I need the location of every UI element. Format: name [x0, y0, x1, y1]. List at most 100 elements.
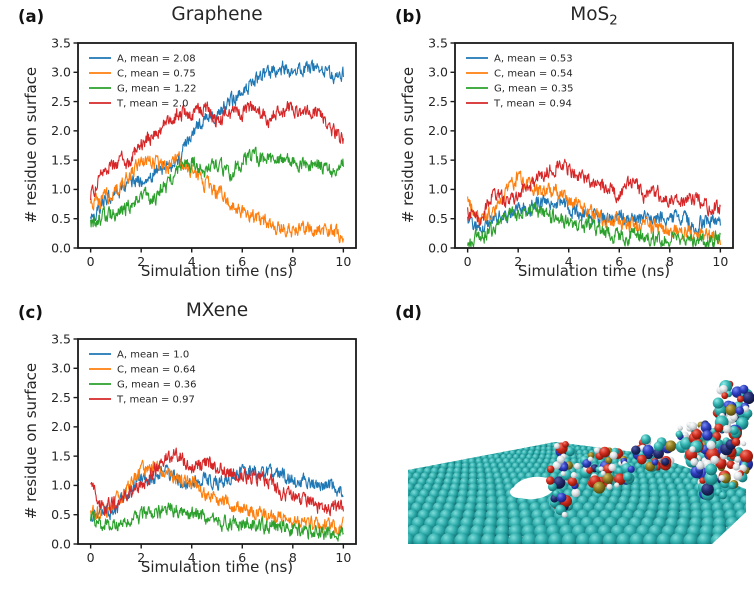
series-line [90, 447, 344, 517]
y-tick-label: 0.0 [428, 240, 448, 255]
y-tick-label: 0.5 [51, 507, 71, 522]
x-axis-label-a: Simulation time (ns) [140, 262, 294, 280]
chart-title-text-a: Graphene [171, 4, 263, 25]
y-ticks: 0.0 0.5 1.0 1.5 2.0 2.5 3.0 3.5 [428, 35, 455, 255]
series-line [467, 194, 721, 237]
y-tick-label: 1.5 [51, 448, 71, 463]
y-tick-label: 1.5 [51, 152, 71, 167]
y-tick-label: 0.5 [51, 211, 71, 226]
legend-label: G, mean = 0.35 [494, 83, 573, 94]
x-tick-label: 2 [137, 254, 145, 269]
y-tick-label: 3.5 [51, 331, 71, 346]
y-tick-label: 3.0 [51, 65, 71, 80]
x-axis-label-b: Simulation time (ns) [517, 262, 671, 280]
dna-molecule [546, 380, 754, 518]
y-tick-label: 0.0 [51, 240, 71, 255]
x-tick-label: 4 [188, 254, 196, 269]
x-tick-label: 10 [335, 254, 351, 269]
series-line [90, 146, 344, 228]
panel-b: 0 2 4 6 8 10 0.0 0.5 1.0 1.5 2.0 2.5 3.0 3.5 A, mean =… [377, 0, 754, 296]
chart-title-text-c: MXene [185, 300, 249, 321]
legend-label: T, mean = 2.0 [116, 98, 188, 109]
y-axis-label-a: # residue on surface [22, 66, 40, 224]
chart-title-a: Graphene [78, 4, 356, 29]
x-tick-label: 8 [666, 254, 674, 269]
y-axis-label-c: # residue on surface [22, 362, 40, 520]
chart-title-sub-b: 2 [609, 13, 618, 29]
y-tick-label: 1.0 [51, 478, 71, 493]
legend-label: T, mean = 0.97 [116, 394, 195, 405]
y-tick-label: 2.5 [51, 94, 71, 109]
series-line [467, 201, 721, 248]
series-line [90, 502, 344, 542]
legend-label: G, mean = 1.22 [117, 83, 196, 94]
y-tick-label: 1.0 [51, 182, 71, 197]
legend: A, mean = 1.0 C, mean = 0.64 G, mean = 0.3… [89, 349, 196, 405]
x-tick-label: 0 [87, 254, 95, 269]
axes-box [77, 338, 357, 545]
x-tick-label: 2 [137, 550, 145, 565]
chart-canvas-b: 0 2 4 6 8 10 0.0 0.5 1.0 1.5 2.0 2.5 3.0 3.5 A, mean =… [428, 35, 734, 269]
panel-label-a: (a) [18, 7, 45, 26]
legend-label: C, mean = 0.54 [494, 68, 573, 79]
series-group [90, 59, 344, 244]
y-axis-label-b: # residue on surface [399, 66, 417, 224]
legend: A, mean = 2.08 C, mean = 0.75 G, mean = 1.… [89, 53, 196, 109]
legend-label: A, mean = 0.53 [494, 53, 573, 64]
x-tick-label: 6 [238, 254, 246, 269]
x-tick-label: 4 [565, 254, 573, 269]
y-tick-label: 3.0 [428, 65, 448, 80]
x-tick-label: 8 [289, 550, 297, 565]
series-group [467, 158, 721, 248]
y-tick-label: 0.5 [428, 211, 448, 226]
x-tick-label: 6 [615, 254, 623, 269]
panel-c: 0 2 4 6 8 10 0.0 0.5 1.0 1.5 2.0 2.5 3.0 3.5 A, mean =… [0, 296, 377, 593]
panel-a: 0 2 4 6 8 10 0.0 0.5 1.0 1.5 2.0 2.5 3.0 3.5 A, mean =… [0, 0, 377, 296]
y-tick-label: 0.0 [51, 536, 71, 551]
y-tick-label: 1.0 [428, 182, 448, 197]
y-tick-label: 2.0 [428, 123, 448, 138]
legend: A, mean = 0.53 C, mean = 0.54 G, mean = 0.… [466, 53, 573, 109]
legend-label: G, mean = 0.36 [117, 379, 196, 390]
panel-label-d: (d) [395, 303, 422, 322]
y-tick-label: 3.5 [51, 35, 71, 50]
legend-label: T, mean = 0.94 [493, 98, 572, 109]
y-tick-label: 2.0 [51, 419, 71, 434]
chart-title-c: MXene [78, 300, 356, 325]
series-group [90, 447, 344, 542]
x-ticks: 0 2 4 6 8 10 [464, 248, 728, 269]
x-axis-label-c: Simulation time (ns) [140, 558, 294, 576]
y-ticks: 0.0 0.5 1.0 1.5 2.0 2.5 3.0 3.5 [51, 331, 78, 551]
chart-title-text-b: MoS [570, 4, 610, 25]
axes-box [77, 42, 357, 249]
chart-canvas-c: 0 2 4 6 8 10 0.0 0.5 1.0 1.5 2.0 2.5 3.0 3.5 A, mean =… [51, 331, 357, 565]
chart-title-b: MoS2 [455, 4, 733, 29]
panel-label-c: (c) [18, 303, 43, 322]
md-snapshot [408, 380, 754, 544]
x-tick-label: 2 [514, 254, 522, 269]
y-tick-label: 2.5 [428, 94, 448, 109]
series-line [467, 158, 721, 227]
series-line [90, 100, 344, 201]
x-tick-label: 10 [712, 254, 728, 269]
series-line [90, 459, 344, 536]
legend-label: A, mean = 2.08 [117, 53, 196, 64]
y-tick-label: 3.0 [51, 361, 71, 376]
y-ticks: 0.0 0.5 1.0 1.5 2.0 2.5 3.0 3.5 [51, 35, 78, 255]
y-tick-label: 2.0 [51, 123, 71, 138]
x-tick-label: 8 [289, 254, 297, 269]
x-tick-label: 10 [335, 550, 351, 565]
y-tick-label: 3.5 [428, 35, 448, 50]
x-ticks: 0 2 4 6 8 10 [87, 544, 351, 565]
x-tick-label: 0 [464, 254, 472, 269]
y-tick-label: 2.5 [51, 390, 71, 405]
panel-label-b: (b) [395, 7, 422, 26]
legend-label: C, mean = 0.64 [117, 364, 196, 375]
x-tick-label: 4 [188, 550, 196, 565]
axes-box [454, 42, 734, 249]
legend-label: A, mean = 1.0 [117, 349, 189, 360]
x-tick-label: 0 [87, 550, 95, 565]
x-tick-label: 6 [238, 550, 246, 565]
panel-d: (d) [377, 296, 754, 593]
